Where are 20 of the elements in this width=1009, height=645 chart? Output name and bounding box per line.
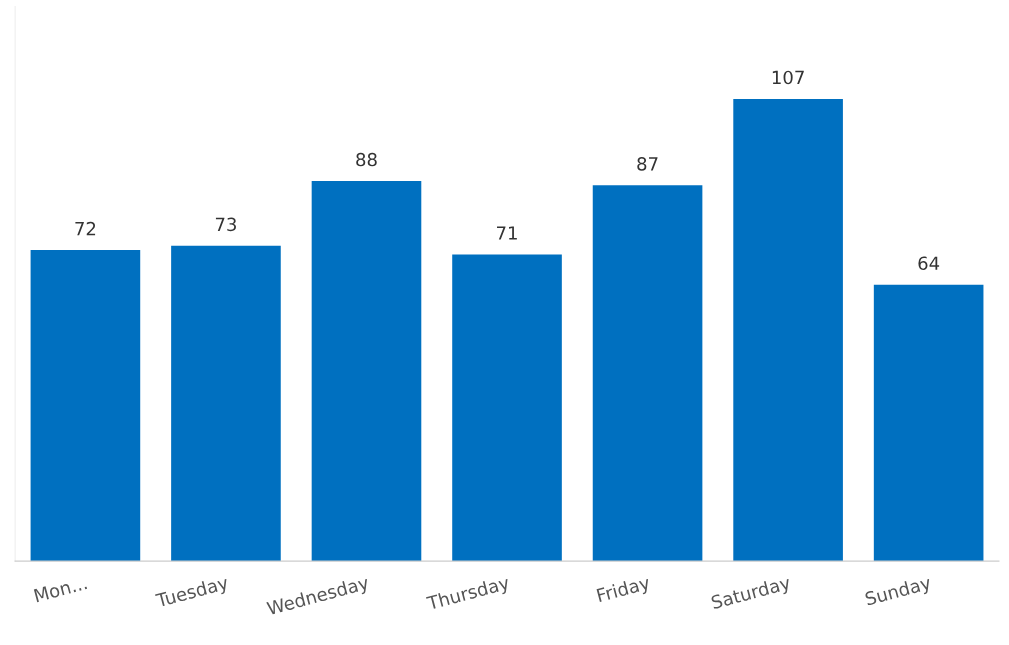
- bar: [171, 245, 281, 562]
- bar: [873, 284, 984, 562]
- x-tick-label: Tuesday: [154, 575, 230, 611]
- bar: [592, 185, 703, 562]
- bar: [733, 98, 843, 562]
- bar: [30, 250, 141, 562]
- data-label: 88: [356, 152, 377, 167]
- data-label: 71: [497, 226, 517, 240]
- data-label: 107: [772, 70, 804, 85]
- x-tick-label: Saturday: [710, 575, 793, 613]
- data-label: 87: [637, 157, 658, 171]
- x-tick-label: Sunday: [864, 575, 933, 610]
- data-label: 73: [215, 217, 236, 232]
- data-label: 64: [918, 256, 940, 271]
- bar: [452, 254, 562, 562]
- x-tick-label: Mon...: [33, 576, 88, 603]
- x-tick-label: Friday: [596, 575, 652, 606]
- x-tick-label: Thursday: [425, 575, 512, 614]
- data-label: 72: [75, 221, 96, 236]
- bar: [311, 180, 422, 562]
